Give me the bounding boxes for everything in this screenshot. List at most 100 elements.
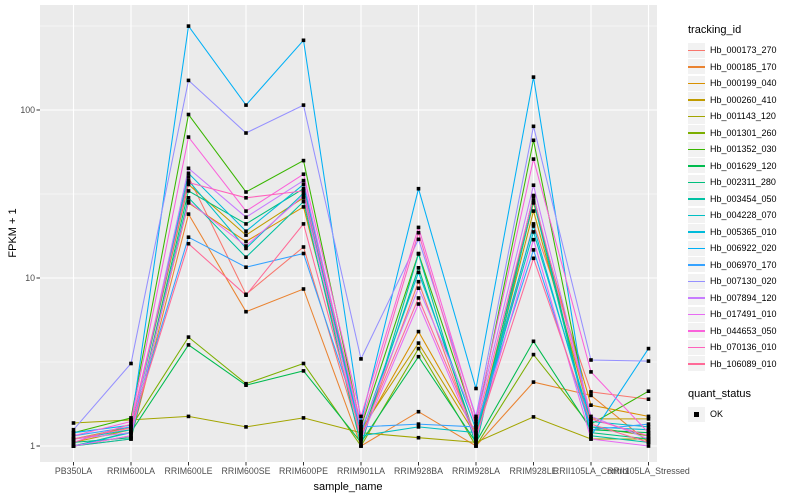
data-point-Hb_005365_010 — [244, 229, 248, 233]
data-point-Hb_005365_010 — [589, 425, 593, 429]
data-point-Hb_017491_010 — [531, 237, 536, 242]
legend: tracking_id Hb_000173_270 Hb_000185_170 Hb… — [688, 24, 800, 423]
data-point-Hb_000199_040 — [589, 403, 593, 407]
legend-item-label: Hb_004228_070 — [710, 210, 777, 221]
legend-item-Hb_000173_270: Hb_000173_270 — [688, 42, 800, 59]
data-point-Hb_007130_020 — [129, 361, 133, 366]
data-point-Hb_007894_120 — [646, 437, 651, 441]
data-point-Hb_007894_120 — [301, 178, 306, 183]
legend-item-label: Hb_000173_270 — [710, 45, 777, 56]
data-point-Hb_007130_020 — [186, 78, 191, 83]
legend-key-swatch — [688, 240, 705, 256]
legend-key-line-icon — [688, 280, 705, 282]
legend-key-line-icon — [688, 313, 705, 315]
data-point-Hb_004228_070 — [474, 430, 478, 435]
data-point-Hb_070136_010 — [129, 422, 133, 426]
data-point-Hb_007894_120 — [531, 183, 536, 187]
data-point-Hb_006922_020 — [186, 24, 191, 28]
data-point-Hb_005365_010 — [359, 430, 363, 435]
y-tick-label-100: 100 — [20, 104, 35, 115]
data-point-Hb_006922_020 — [531, 75, 536, 79]
data-point-Hb_007130_020 — [474, 414, 478, 419]
legend-item-Hb_001301_260: Hb_001301_260 — [688, 125, 800, 142]
data-point-Hb_006922_020 — [359, 419, 363, 424]
legend-item-label: Hb_007130_020 — [710, 276, 777, 287]
data-point-Hb_000173_270 — [531, 222, 536, 226]
data-point-Hb_044653_050 — [71, 434, 76, 438]
legend-key-swatch — [688, 141, 705, 157]
data-point-Hb_106089_010 — [244, 293, 248, 297]
legend-key-swatch — [688, 273, 705, 289]
legend-title-quant-status: quant_status — [688, 388, 751, 400]
legend-key-swatch — [688, 290, 705, 306]
data-point-Hb_106089_010 — [186, 241, 191, 246]
data-point-Hb_001629_120 — [186, 343, 191, 347]
data-point-Hb_001143_120 — [301, 416, 306, 420]
data-point-Hb_006970_170 — [301, 251, 306, 256]
data-point-Hb_106089_010 — [531, 256, 536, 261]
data-point-Hb_005365_010 — [301, 182, 306, 187]
legend-item-Hb_070136_010: Hb_070136_010 — [688, 339, 800, 356]
data-point-Hb_006922_020 — [416, 186, 421, 191]
data-point-Hb_003454_050 — [474, 444, 478, 448]
legend-item-Hb_000185_170: Hb_000185_170 — [688, 59, 800, 76]
legend-item-label: Hb_005365_010 — [710, 226, 777, 237]
legend-key-line-icon — [688, 198, 705, 200]
data-point-Hb_106089_010 — [474, 434, 478, 438]
legend-item-label: Hb_001301_260 — [710, 127, 777, 138]
data-point-Hb_017491_010 — [186, 199, 191, 204]
data-point-Hb_000260_410 — [416, 341, 421, 345]
data-point-Hb_000260_410 — [646, 417, 651, 421]
data-point-Hb_017491_010 — [474, 437, 478, 441]
legend-item-label: Hb_044653_050 — [710, 325, 777, 336]
x-tick-label-RRIM928LA: RRIM928LA — [452, 466, 500, 476]
data-point-Hb_000173_270 — [646, 397, 651, 401]
legend-key-swatch — [688, 207, 705, 223]
data-point-Hb_001143_120 — [531, 415, 536, 419]
data-point-Hb_006922_020 — [244, 103, 248, 107]
data-point-Hb_001629_120 — [416, 354, 421, 359]
data-point-Hb_002311_280 — [244, 222, 248, 226]
data-point-Hb_006970_170 — [646, 422, 651, 426]
legend-key-swatch — [688, 174, 705, 190]
legend-key-swatch — [688, 125, 705, 141]
legend-key-swatch — [688, 306, 705, 322]
data-point-Hb_070136_010 — [531, 194, 536, 199]
x-tick-label-RRIM600LE: RRIM600LE — [164, 466, 213, 476]
x-tick-label-RRIM600LA: RRIM600LA — [107, 466, 155, 476]
legend-key-swatch — [688, 224, 705, 240]
data-point-Hb_070136_010 — [244, 196, 248, 200]
data-point-Hb_106089_010 — [589, 422, 593, 426]
data-point-Hb_005365_010 — [531, 224, 536, 228]
data-point-Hb_017491_010 — [244, 244, 248, 248]
legend-key-swatch — [688, 339, 705, 355]
data-point-Hb_001352_030 — [474, 422, 478, 426]
data-point-Hb_007894_120 — [244, 215, 248, 219]
legend-item-label: Hb_006970_170 — [710, 259, 777, 270]
y-axis-title: FPKM + 1 — [7, 208, 19, 258]
data-point-Hb_000260_410 — [301, 196, 306, 200]
data-point-Hb_106089_010 — [129, 426, 133, 430]
legend-key-swatch — [688, 323, 705, 339]
legend-item-label: Hb_003454_050 — [710, 193, 777, 204]
data-point-Hb_004228_070 — [416, 425, 421, 429]
data-point-Hb_007894_120 — [129, 430, 133, 435]
data-point-Hb_004228_070 — [301, 191, 306, 195]
y-tick-label-10: 10 — [25, 272, 35, 283]
x-tick-label-RRII105LA_Stressed: RRII105LA_Stressed — [607, 466, 690, 476]
data-point-Hb_006922_020 — [646, 346, 651, 351]
data-point-Hb_044653_050 — [359, 414, 363, 419]
data-point-Hb_002311_280 — [416, 266, 421, 270]
data-point-Hb_017491_010 — [416, 302, 421, 306]
data-point-Hb_070136_010 — [71, 440, 76, 445]
data-point-Hb_004228_070 — [186, 178, 191, 183]
data-point-Hb_106089_010 — [71, 437, 76, 441]
legend-item-Hb_001352_030: Hb_001352_030 — [688, 141, 800, 158]
data-point-Hb_006970_170 — [359, 425, 363, 429]
data-point-Hb_001143_120 — [186, 414, 191, 419]
legend-item-Hb_002311_280: Hb_002311_280 — [688, 174, 800, 191]
data-point-Hb_005365_010 — [416, 270, 421, 275]
legend-key-line-icon — [688, 132, 705, 134]
data-point-Hb_007130_020 — [244, 131, 248, 135]
data-point-Hb_070136_010 — [416, 230, 421, 235]
